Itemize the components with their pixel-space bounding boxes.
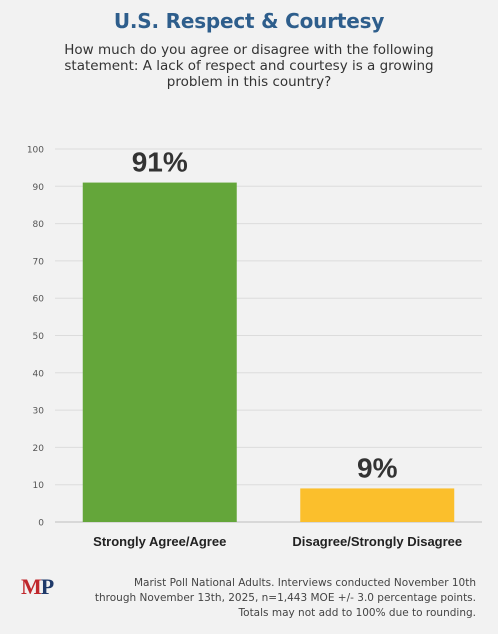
y-tick-label: 60 (33, 295, 45, 305)
logo-m: M (21, 574, 42, 599)
y-axis-ticks: 0 10 20 30 40 50 60 70 80 90 100 (27, 146, 44, 529)
bar (82, 182, 237, 522)
y-tick-label: 80 (33, 220, 45, 230)
y-tick-label: 10 (33, 481, 45, 491)
question-line: How much do you agree or disagree with t… (64, 42, 434, 58)
y-tick-label: 100 (27, 146, 44, 156)
y-tick-label: 0 (38, 519, 44, 529)
question-line: statement: A lack of respect and courtes… (64, 58, 434, 74)
methodology-note: Marist Poll National Adults. Interviews … (76, 576, 476, 621)
y-tick-label: 30 (33, 407, 45, 417)
logo-p: P (40, 574, 54, 599)
note-line: Totals may not add to 100% due to roundi… (238, 607, 476, 619)
y-tick-label: 70 (33, 257, 45, 267)
note-line: through November 13th, 2025, n=1,443 MOE… (94, 592, 476, 604)
note-line: Marist Poll National Adults. Interviews … (133, 577, 476, 589)
y-tick-label: 90 (33, 183, 45, 193)
question-line: problem in this country? (166, 74, 332, 90)
bar-chart: 0 10 20 30 40 50 60 70 80 90 100 91% 9% Strongly Ag… (27, 146, 482, 549)
data-label: 91% (132, 147, 188, 178)
x-axis-label: Disagree/Strongly Disagree (292, 534, 462, 549)
data-labels: 91% 9% (132, 147, 398, 484)
marist-poll-logo: MP (21, 574, 54, 600)
bar (300, 488, 455, 522)
chart-question: How much do you agree or disagree with t… (40, 42, 458, 90)
data-label: 9% (357, 452, 398, 483)
x-axis-labels: Strongly Agree/Agree Disagree/Strongly Di… (93, 534, 462, 549)
y-tick-label: 50 (33, 332, 45, 342)
y-tick-label: 20 (33, 444, 45, 454)
x-axis-label: Strongly Agree/Agree (93, 534, 226, 549)
page-title: U.S. Respect & Courtesy (113, 9, 385, 33)
bars (82, 182, 455, 522)
y-tick-label: 40 (33, 369, 45, 379)
